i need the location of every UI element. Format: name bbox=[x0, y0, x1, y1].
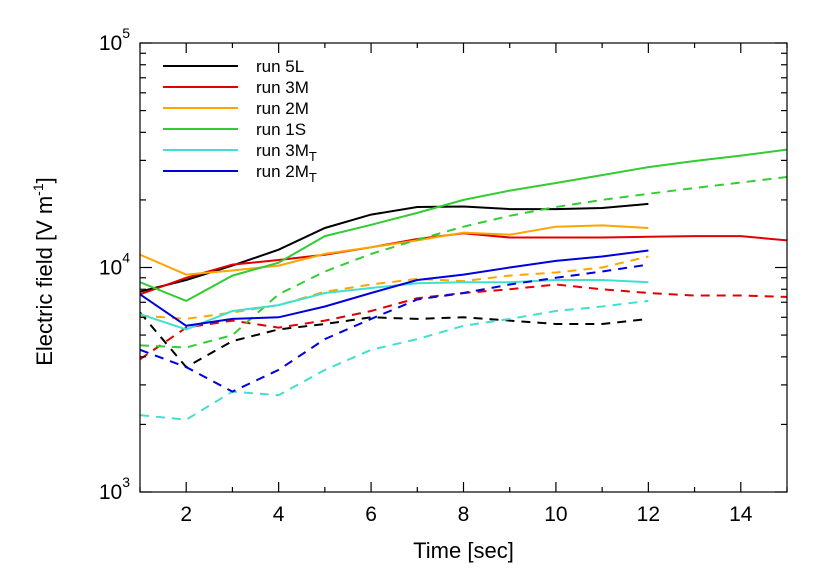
series-line-run-2m-t-solid bbox=[140, 249, 649, 327]
series-line-run-3m-solid bbox=[140, 232, 787, 296]
legend-item-run-2m: run 2M bbox=[163, 99, 309, 118]
series-line-run-1s-solid bbox=[140, 148, 787, 303]
legend-label: run 3M bbox=[256, 78, 309, 97]
series-line-run-2m-solid bbox=[140, 224, 649, 276]
x-tick-label: 6 bbox=[365, 503, 377, 526]
series-line-run-1s-dashed bbox=[140, 176, 787, 349]
x-tick-label: 14 bbox=[729, 503, 753, 526]
plot-frame bbox=[139, 42, 788, 493]
series-line-run-5l-dashed bbox=[140, 311, 649, 369]
legend-label: run 1S bbox=[256, 120, 306, 139]
series-line-run-5l-solid bbox=[140, 202, 649, 293]
legend-item-run-3m: run 3M bbox=[163, 78, 309, 97]
x-axis-title: Time [sec] bbox=[413, 538, 514, 563]
legend-item-run-3m-t: run 3MT bbox=[163, 141, 317, 164]
y-axis-title: Electric field [V m-1] bbox=[30, 177, 57, 366]
x-tick-label: 2 bbox=[180, 503, 192, 526]
y-tick-label: 105 bbox=[99, 25, 130, 55]
x-tick-label: 10 bbox=[544, 503, 567, 526]
x-tick-label: 4 bbox=[273, 503, 285, 526]
series-line-run-3m-dashed bbox=[140, 283, 787, 361]
plot-lines bbox=[140, 148, 787, 421]
legend-label: run 5L bbox=[256, 57, 304, 76]
legend-label: run 2M bbox=[256, 99, 309, 118]
legend-item-run-2m-t: run 2MT bbox=[163, 162, 317, 185]
axes: 2 4 6 8 10 12 14 103 104 105 Time [sec] Electric fi… bbox=[30, 25, 788, 563]
series-line-run-2m-t-dashed bbox=[140, 263, 649, 393]
legend-item-run-5l: run 5L bbox=[163, 57, 304, 76]
legend-item-run-1s: run 1S bbox=[163, 120, 306, 139]
y-tick-label: 103 bbox=[99, 474, 130, 504]
x-tick-label: 12 bbox=[637, 503, 660, 526]
legend-label: run 3MT bbox=[256, 141, 317, 164]
x-tick-label: 8 bbox=[458, 503, 470, 526]
legend-label: run 2MT bbox=[256, 162, 317, 185]
series-line-run-3m-t-dashed bbox=[140, 299, 649, 421]
y-tick-label: 104 bbox=[99, 250, 130, 280]
